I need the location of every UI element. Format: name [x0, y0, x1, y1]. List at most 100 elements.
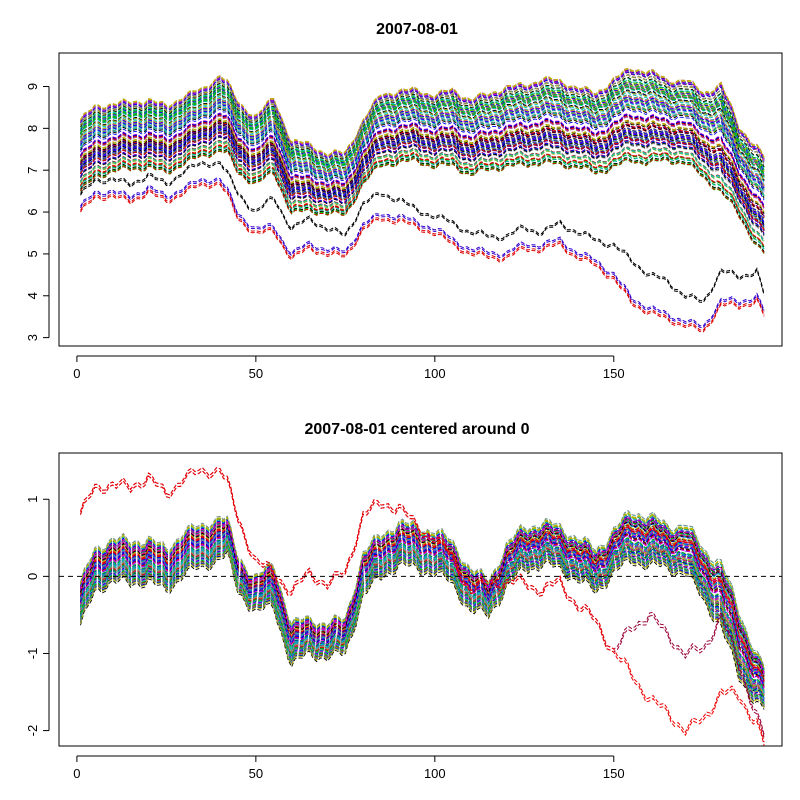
- bottom-series-group: [59, 466, 782, 746]
- series-line: [80, 71, 765, 162]
- series-line: [80, 521, 765, 677]
- x-tick-label: 100: [424, 366, 446, 381]
- series-line: [80, 150, 765, 255]
- x-tick-label: 50: [249, 366, 263, 381]
- series-line: [80, 73, 765, 164]
- y-tick-label: 5: [25, 250, 40, 257]
- series-line: [80, 514, 765, 672]
- x-tick-label: 0: [73, 766, 80, 781]
- y-tick-label: 4: [25, 292, 40, 299]
- series-line: [80, 144, 765, 247]
- bottom-plot-frame: [58, 452, 783, 747]
- x-tick-label: 0: [73, 366, 80, 381]
- series-line: [80, 127, 765, 225]
- series-line: [80, 542, 765, 700]
- series-line: [80, 146, 765, 250]
- y-tick-label: 3: [25, 334, 40, 341]
- series-line: [80, 529, 765, 685]
- x-tick-label: 150: [603, 766, 625, 781]
- series-line: [80, 79, 765, 171]
- bottom-panel: 2007-08-01 centered around 0 0 50 100 150 -2…: [25, 421, 783, 781]
- outlier-series-line: [80, 162, 765, 304]
- x-tick-label: 150: [603, 366, 625, 381]
- series-line: [80, 521, 765, 678]
- y-tick-label: 7: [25, 167, 40, 174]
- series-line: [80, 81, 765, 173]
- series-line: [80, 524, 765, 680]
- y-tick-label: -2: [25, 725, 40, 737]
- series-line: [80, 140, 765, 242]
- series-line: [80, 528, 765, 684]
- series-line: [80, 146, 765, 249]
- series-line: [80, 537, 765, 695]
- series-line: [80, 87, 765, 179]
- series-line: [80, 534, 765, 692]
- outlier-series-line: [80, 181, 765, 331]
- outlier-series-line: [80, 177, 765, 327]
- series-line: [80, 149, 765, 253]
- series-line: [80, 526, 765, 682]
- outlier-series-line: [80, 470, 765, 738]
- series-line: [80, 550, 765, 710]
- outlier-series-line: [80, 466, 765, 735]
- series-line: [80, 125, 765, 223]
- y-tick-label: 0: [25, 573, 40, 580]
- series-line: [80, 68, 765, 159]
- series-line: [80, 523, 765, 679]
- series-line: [80, 122, 765, 218]
- series-line: [80, 538, 765, 696]
- bottom-chart-title: 2007-08-01 centered around 0: [305, 421, 530, 438]
- series-line: [80, 76, 765, 168]
- y-tick-label: 1: [25, 496, 40, 503]
- series-line: [80, 136, 765, 236]
- series-line: [80, 103, 765, 195]
- bottom-axes: 0 50 100 150 -2 -1 0 1: [25, 496, 625, 781]
- series-line: [80, 115, 765, 209]
- top-series-group: [80, 67, 765, 333]
- series-line: [80, 516, 765, 674]
- outlier-series-line: [80, 160, 765, 302]
- outlier-series-line: [80, 183, 765, 333]
- series-line: [80, 70, 765, 161]
- series-line: [80, 536, 765, 694]
- series-line: [80, 101, 765, 193]
- series-line: [80, 132, 765, 230]
- series-line: [80, 515, 765, 672]
- y-tick-label: -1: [25, 648, 40, 660]
- series-line: [80, 511, 765, 669]
- series-line: [80, 108, 765, 201]
- y-tick-label: 9: [25, 83, 40, 90]
- series-line: [80, 129, 765, 227]
- series-line: [80, 94, 765, 186]
- x-tick-label: 100: [424, 766, 446, 781]
- series-line: [80, 130, 765, 228]
- series-line: [80, 540, 765, 699]
- series-line: [80, 136, 765, 237]
- series-line: [80, 510, 765, 667]
- series-line: [80, 115, 765, 210]
- series-line: [80, 90, 765, 182]
- outlier-series-line: [80, 466, 765, 743]
- series-line: [80, 121, 765, 217]
- series-line: [80, 531, 765, 687]
- series-line: [80, 150, 765, 254]
- series-line: [80, 96, 765, 189]
- series-line: [80, 148, 765, 252]
- top-plot-frame: [58, 52, 783, 347]
- series-line: [80, 535, 765, 693]
- series-line: [80, 536, 765, 693]
- series-line: [80, 519, 765, 676]
- series-line: [80, 543, 765, 702]
- series-line: [80, 534, 765, 691]
- series-line: [80, 74, 765, 165]
- series-line: [80, 531, 765, 688]
- series-line: [80, 118, 765, 213]
- series-line: [80, 546, 765, 706]
- outlier-series-line: [80, 179, 765, 329]
- series-line: [80, 104, 765, 197]
- series-line: [80, 520, 765, 676]
- series-line: [80, 78, 765, 169]
- series-line: [80, 513, 765, 670]
